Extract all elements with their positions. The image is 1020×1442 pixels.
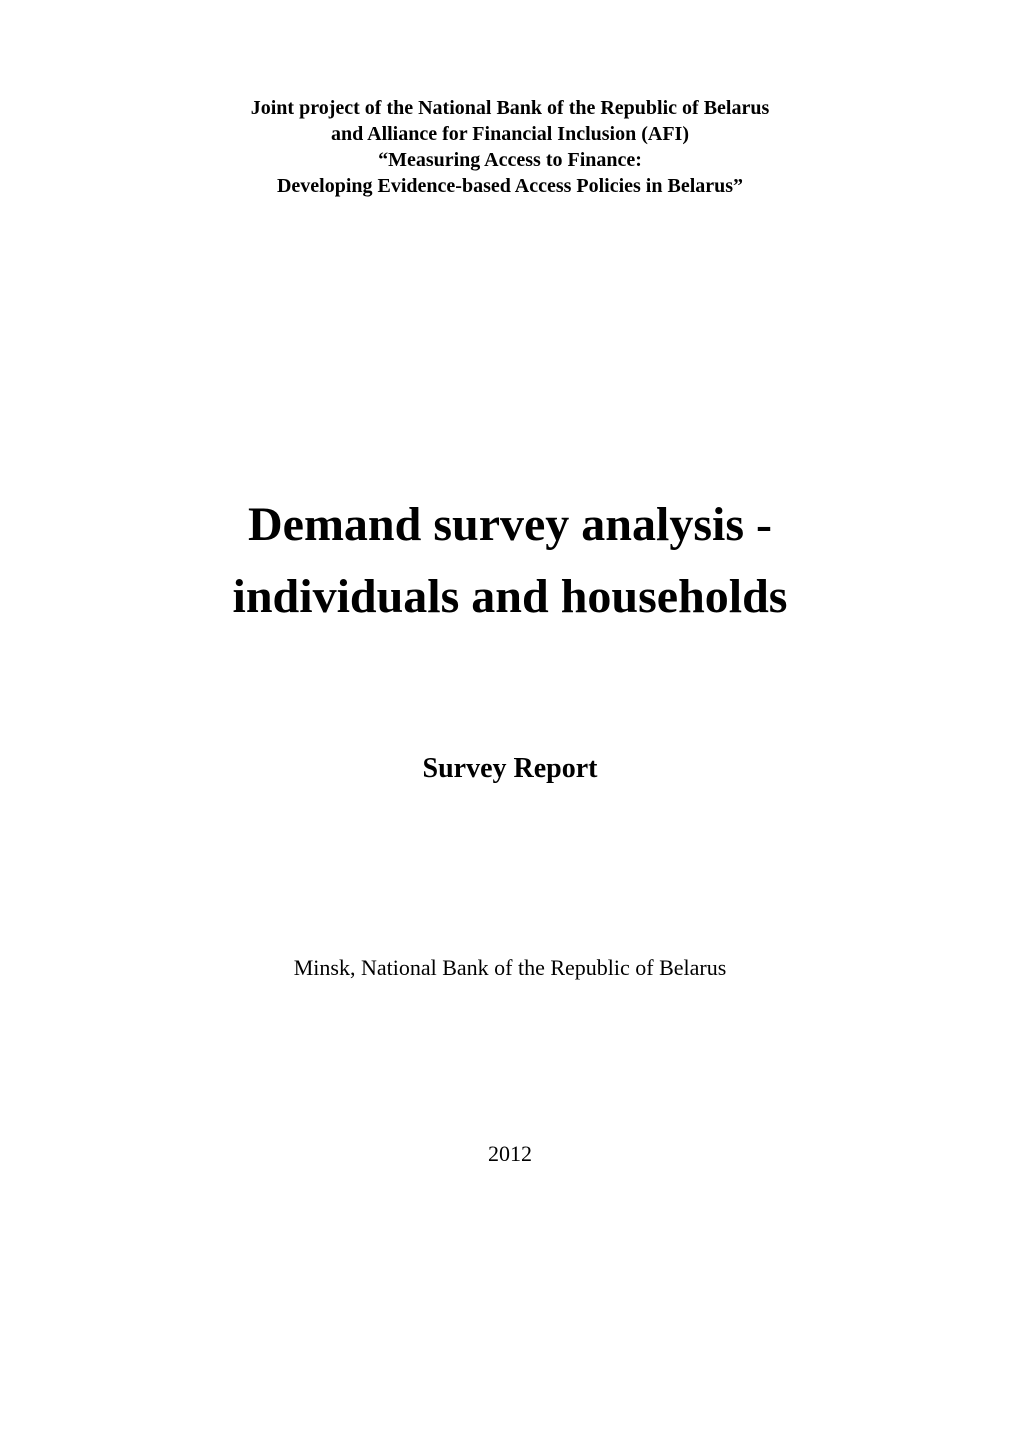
document-subtitle: Survey Report [120,753,900,785]
publication-year: 2012 [120,1141,900,1167]
header-line-3: “Measuring Access to Finance: [120,147,900,173]
title-line-1: Demand survey analysis - [120,489,900,561]
document-title: Demand survey analysis - individuals and… [120,489,900,633]
header-line-1: Joint project of the National Bank of th… [120,95,900,121]
title-line-2: individuals and households [120,561,900,633]
header-line-2: and Alliance for Financial Inclusion (AF… [120,121,900,147]
publisher-line: Minsk, National Bank of the Republic of … [120,955,900,981]
project-header: Joint project of the National Bank of th… [120,95,900,199]
header-line-4: Developing Evidence-based Access Policie… [120,173,900,199]
